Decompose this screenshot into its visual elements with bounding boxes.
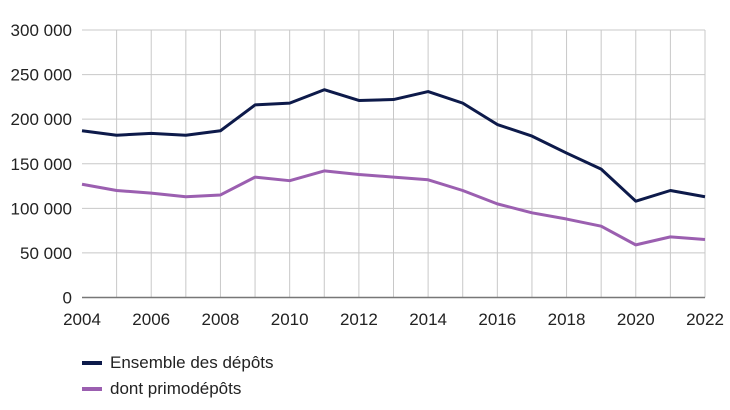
legend-label: dont primodépôts	[110, 379, 242, 398]
x-tick-label: 2008	[202, 310, 240, 329]
x-tick-label: 2022	[686, 310, 724, 329]
series-line-1	[81, 169, 706, 247]
x-tick-label: 2016	[478, 310, 516, 329]
x-tick-label: 2004	[63, 310, 101, 329]
x-tick-label: 2010	[271, 310, 309, 329]
y-tick-label: 250 000	[11, 66, 72, 85]
y-tick-label: 150 000	[11, 155, 72, 174]
x-tick-label: 2014	[409, 310, 447, 329]
x-tick-label: 2006	[132, 310, 170, 329]
legend-swatch	[82, 387, 102, 391]
y-tick-label: 50 000	[20, 244, 72, 263]
series-line-0	[81, 88, 706, 203]
legend-item-primodepots: dont primodépôts	[82, 376, 274, 402]
x-tick-label: 2020	[617, 310, 655, 329]
legend-label: Ensemble des dépôts	[110, 353, 274, 372]
y-tick-label: 100 000	[11, 199, 72, 218]
y-tick-label: 300 000	[11, 21, 72, 40]
legend: Ensemble des dépôts dont primodépôts	[82, 350, 274, 402]
legend-swatch	[82, 361, 102, 365]
y-tick-label: 0	[63, 289, 72, 308]
x-tick-label: 2018	[548, 310, 586, 329]
legend-item-ensemble: Ensemble des dépôts	[82, 350, 274, 376]
y-tick-label: 200 000	[11, 110, 72, 129]
x-tick-label: 2012	[340, 310, 378, 329]
